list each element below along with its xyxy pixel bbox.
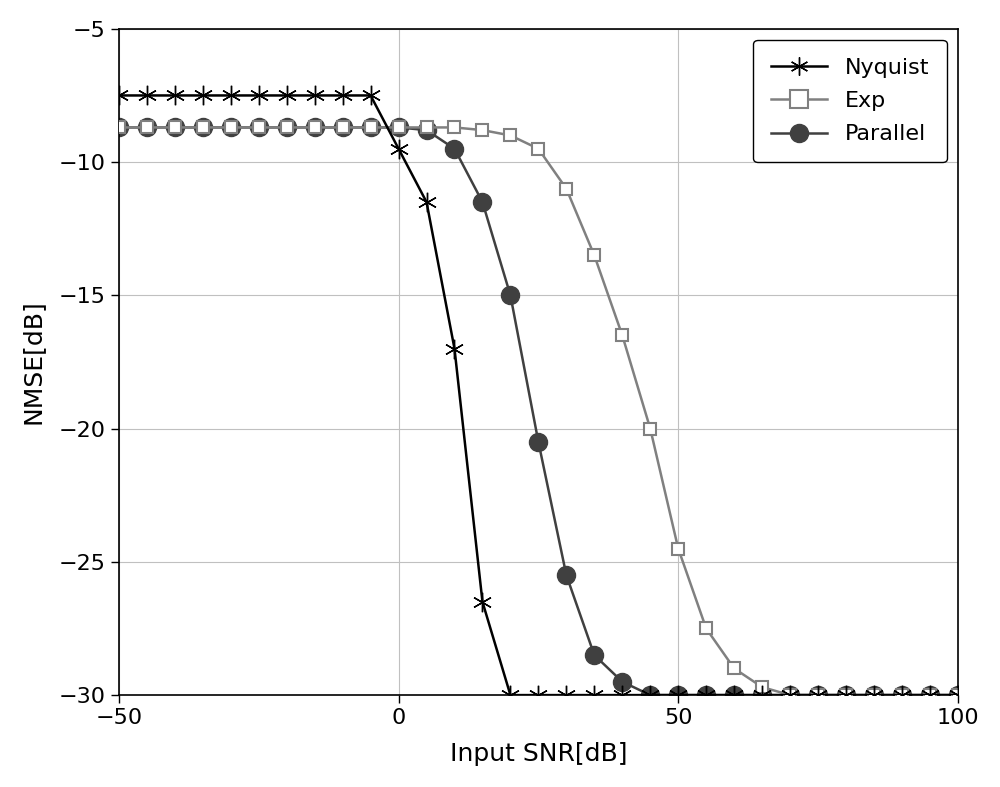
Parallel bbox=[113, 123, 125, 132]
Nyquist bbox=[840, 690, 852, 700]
Parallel bbox=[868, 690, 880, 700]
Line: Exp: Exp bbox=[113, 121, 964, 701]
Exp bbox=[840, 690, 852, 700]
Parallel bbox=[225, 123, 237, 132]
Nyquist bbox=[113, 91, 125, 100]
Exp bbox=[253, 123, 265, 132]
Parallel bbox=[476, 198, 488, 207]
Exp bbox=[169, 123, 181, 132]
Parallel bbox=[784, 690, 796, 700]
Nyquist bbox=[896, 690, 908, 700]
Exp bbox=[924, 690, 936, 700]
X-axis label: Input SNR[dB]: Input SNR[dB] bbox=[450, 742, 627, 767]
Parallel bbox=[504, 290, 516, 300]
Parallel bbox=[560, 571, 572, 580]
Nyquist bbox=[924, 690, 936, 700]
Nyquist bbox=[868, 690, 880, 700]
Nyquist bbox=[253, 91, 265, 100]
Exp bbox=[141, 123, 153, 132]
Parallel bbox=[896, 690, 908, 700]
Exp bbox=[421, 123, 433, 132]
Parallel bbox=[672, 690, 684, 700]
Exp bbox=[896, 690, 908, 700]
Nyquist bbox=[588, 690, 600, 700]
Exp bbox=[504, 131, 516, 140]
Exp bbox=[532, 144, 544, 153]
Exp bbox=[281, 123, 293, 132]
Nyquist bbox=[141, 91, 153, 100]
Parallel bbox=[197, 123, 209, 132]
Nyquist bbox=[448, 344, 460, 353]
Exp bbox=[197, 123, 209, 132]
Parallel bbox=[840, 690, 852, 700]
Nyquist bbox=[672, 690, 684, 700]
Nyquist bbox=[756, 690, 768, 700]
Parallel bbox=[141, 123, 153, 132]
Exp bbox=[812, 690, 824, 700]
Exp bbox=[337, 123, 349, 132]
Nyquist bbox=[421, 198, 433, 207]
Parallel bbox=[253, 123, 265, 132]
Nyquist bbox=[784, 690, 796, 700]
Nyquist bbox=[393, 144, 405, 153]
Exp bbox=[588, 250, 600, 260]
Nyquist bbox=[281, 91, 293, 100]
Exp bbox=[784, 690, 796, 700]
Parallel bbox=[448, 144, 460, 153]
Parallel bbox=[309, 123, 321, 132]
Exp bbox=[113, 123, 125, 132]
Exp bbox=[700, 624, 712, 634]
Exp bbox=[952, 690, 964, 700]
Parallel bbox=[924, 690, 936, 700]
Nyquist bbox=[532, 690, 544, 700]
Nyquist bbox=[225, 91, 237, 100]
Exp bbox=[560, 184, 572, 194]
Exp bbox=[393, 123, 405, 132]
Parallel bbox=[812, 690, 824, 700]
Nyquist bbox=[365, 91, 377, 100]
Legend: Nyquist, Exp, Parallel: Nyquist, Exp, Parallel bbox=[753, 40, 947, 162]
Nyquist bbox=[560, 690, 572, 700]
Exp bbox=[728, 663, 740, 673]
Line: Nyquist: Nyquist bbox=[109, 86, 968, 705]
Nyquist bbox=[812, 690, 824, 700]
Parallel bbox=[588, 650, 600, 660]
Parallel bbox=[728, 690, 740, 700]
Parallel bbox=[532, 438, 544, 447]
Exp bbox=[756, 682, 768, 692]
Parallel bbox=[393, 123, 405, 132]
Line: Parallel: Parallel bbox=[110, 118, 967, 704]
Y-axis label: NMSE[dB]: NMSE[dB] bbox=[21, 300, 45, 424]
Parallel bbox=[365, 123, 377, 132]
Parallel bbox=[700, 690, 712, 700]
Nyquist bbox=[504, 690, 516, 700]
Nyquist bbox=[728, 690, 740, 700]
Nyquist bbox=[644, 690, 656, 700]
Nyquist bbox=[169, 91, 181, 100]
Exp bbox=[448, 123, 460, 132]
Parallel bbox=[281, 123, 293, 132]
Parallel bbox=[616, 677, 628, 686]
Parallel bbox=[756, 690, 768, 700]
Nyquist bbox=[952, 690, 964, 700]
Exp bbox=[309, 123, 321, 132]
Nyquist bbox=[700, 690, 712, 700]
Exp bbox=[365, 123, 377, 132]
Parallel bbox=[337, 123, 349, 132]
Nyquist bbox=[337, 91, 349, 100]
Nyquist bbox=[197, 91, 209, 100]
Parallel bbox=[421, 125, 433, 135]
Exp bbox=[672, 544, 684, 553]
Parallel bbox=[644, 690, 656, 700]
Exp bbox=[616, 331, 628, 340]
Exp bbox=[868, 690, 880, 700]
Exp bbox=[225, 123, 237, 132]
Exp bbox=[644, 424, 656, 434]
Exp bbox=[476, 125, 488, 135]
Nyquist bbox=[309, 91, 321, 100]
Nyquist bbox=[476, 597, 488, 607]
Parallel bbox=[169, 123, 181, 132]
Parallel bbox=[952, 690, 964, 700]
Nyquist bbox=[616, 690, 628, 700]
